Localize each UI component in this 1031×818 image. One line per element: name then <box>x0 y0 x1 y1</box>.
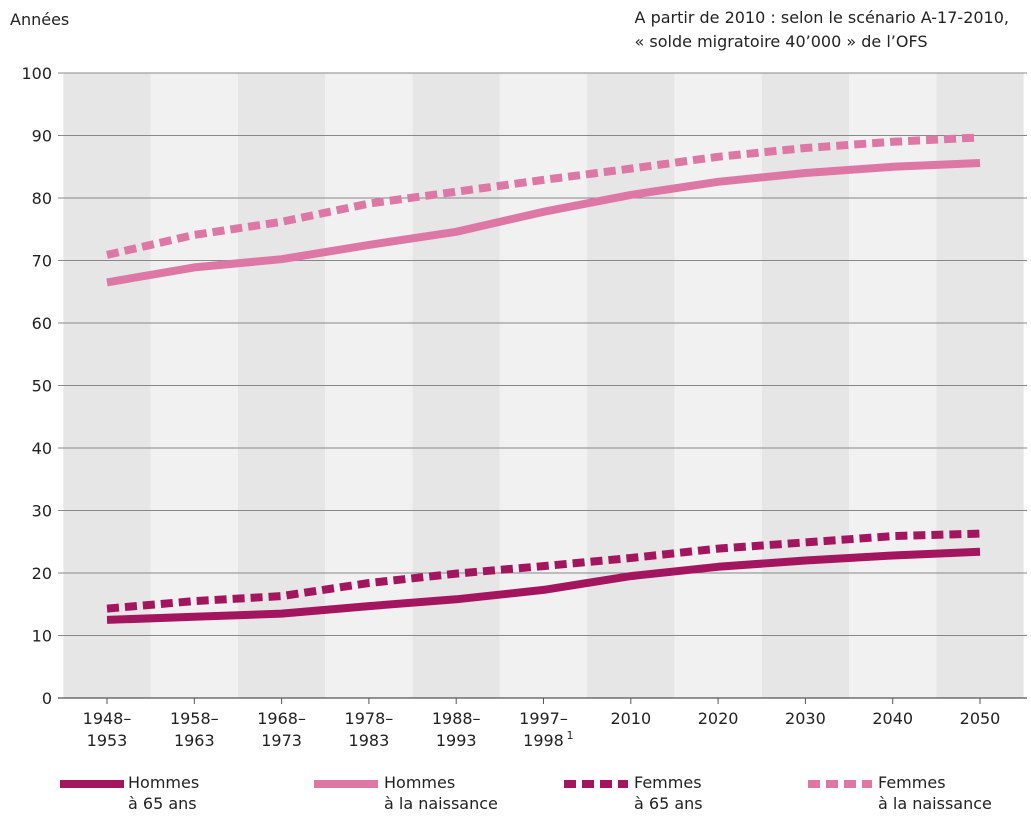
x-tick-label: 1973 <box>261 731 302 750</box>
y-tick-label: 60 <box>32 314 52 333</box>
y-tick-label: 70 <box>32 252 52 271</box>
y-tick-label: 50 <box>32 377 52 396</box>
legend-label-line: à la naissance <box>878 793 992 814</box>
x-tick-label: 1953 <box>87 731 128 750</box>
legend-swatch-femmes-naissance <box>808 780 872 788</box>
y-tick-label: 80 <box>32 189 52 208</box>
y-axis-ticks: 0 10 20 30 40 50 60 70 80 90 100 <box>21 64 52 708</box>
legend-label-line: à 65 ans <box>128 793 199 814</box>
scenario-note-line-1: A partir de 2010 : selon le scénario A-1… <box>635 6 1009 30</box>
x-tick-label: 1968– <box>257 709 306 728</box>
scenario-note: A partir de 2010 : selon le scénario A-1… <box>635 6 1009 54</box>
legend-label-femmes-naissance: Femmes à la naissance <box>878 772 992 814</box>
y-tick-label: 10 <box>32 627 52 646</box>
legend: Hommes à 65 ans Hommes à la naissance Fe… <box>0 770 1031 818</box>
x-tick-label: 1948– <box>83 709 132 728</box>
y-tick-label: 90 <box>32 127 52 146</box>
legend-swatch-femmes-65 <box>564 780 628 788</box>
x-tick-label: 1978– <box>345 709 394 728</box>
y-tick-label: 0 <box>42 689 52 708</box>
x-tick-label: 1993 <box>436 731 477 750</box>
x-tick-label: 1983 <box>349 731 390 750</box>
x-tick-label: 2050 <box>960 709 1001 728</box>
y-tick-label: 40 <box>32 439 52 458</box>
legend-swatch-hommes-65 <box>60 780 124 788</box>
x-tick-label: 2010 <box>610 709 651 728</box>
legend-label-hommes-65: Hommes à 65 ans <box>128 772 199 814</box>
x-tick-label: 1988– <box>432 709 481 728</box>
y-tick-label: 30 <box>32 502 52 521</box>
legend-swatch-hommes-naissance <box>314 780 378 788</box>
legend-label-line: Hommes <box>384 772 498 793</box>
legend-label-line: Hommes <box>128 772 199 793</box>
y-axis-label: Années <box>10 10 69 29</box>
legend-label-line: à 65 ans <box>634 793 703 814</box>
legend-label-hommes-naissance: Hommes à la naissance <box>384 772 498 814</box>
x-tick-label: 2030 <box>785 709 826 728</box>
y-tick-label: 20 <box>32 564 52 583</box>
scenario-note-line-2: « solde migratoire 40’000 » de l’OFS <box>635 30 1009 54</box>
x-tick-label: 1963 <box>174 731 215 750</box>
x-tick-label: 1998 <box>523 731 564 750</box>
y-tick-label: 100 <box>21 64 52 83</box>
x-tick-label: 1958– <box>170 709 219 728</box>
legend-label-line: Femmes <box>878 772 992 793</box>
footnote-marker: 1 <box>567 729 574 742</box>
legend-label-femmes-65: Femmes à 65 ans <box>634 772 703 814</box>
x-axis-ticks: 1948– 1953 1958– 1963 1968– 1973 1978– 1983 1988… <box>83 698 1001 750</box>
x-tick-label: 2020 <box>698 709 739 728</box>
legend-label-line: Femmes <box>634 772 703 793</box>
x-tick-label: 1997– <box>519 709 568 728</box>
x-tick-label: 2040 <box>872 709 913 728</box>
legend-label-line: à la naissance <box>384 793 498 814</box>
